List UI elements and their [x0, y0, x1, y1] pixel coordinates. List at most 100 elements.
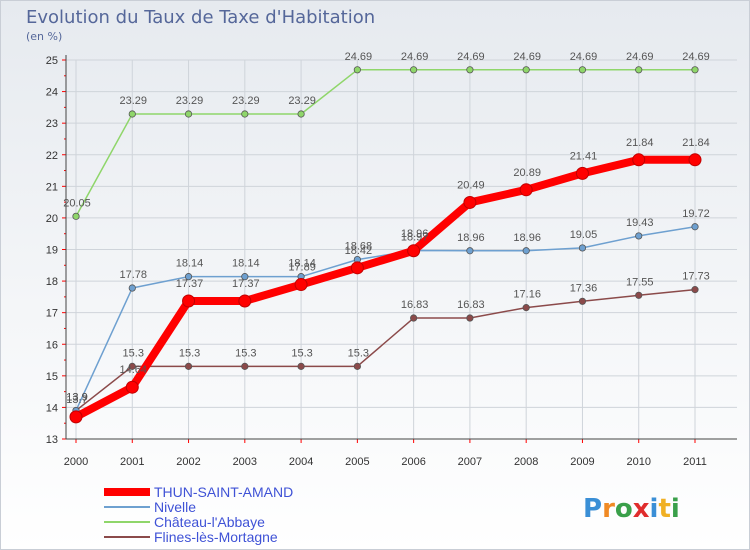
data-label: 19.43 — [626, 217, 654, 229]
y-tick-label: 16 — [46, 339, 58, 351]
y-tick-label: 24 — [46, 87, 58, 99]
y-tick-label: 17 — [46, 308, 58, 320]
data-label: 18.96 — [457, 232, 485, 244]
x-tick-label: 2001 — [120, 456, 144, 468]
data-point — [128, 110, 136, 118]
data-label: 15.3 — [235, 347, 256, 359]
data-point — [635, 291, 643, 299]
data-point — [353, 66, 361, 74]
y-tick-label: 14 — [46, 402, 58, 414]
data-label: 17.73 — [682, 271, 710, 283]
data-point — [184, 362, 193, 370]
data-label: 18.14 — [288, 258, 316, 270]
data-point — [466, 247, 474, 255]
data-label: 18.96 — [401, 228, 429, 240]
data-point — [297, 110, 305, 118]
data-point — [578, 244, 587, 252]
data-point — [184, 110, 193, 118]
data-label: 15.3 — [123, 347, 144, 359]
data-label: 18.96 — [513, 232, 541, 244]
data-label: 24.69 — [513, 51, 541, 63]
data-point — [519, 183, 533, 197]
data-label: 16.83 — [457, 299, 485, 311]
y-tick-label: 21 — [46, 181, 58, 193]
y-tick-label: 23 — [46, 118, 58, 130]
x-tick-label: 2010 — [626, 456, 650, 468]
series-thun-saint-amand — [69, 153, 702, 424]
legend-item: Nivelle — [104, 499, 196, 515]
x-tick-label: 2007 — [458, 456, 482, 468]
data-point — [184, 273, 193, 281]
legend-label: Nivelle — [154, 499, 196, 515]
data-point — [463, 195, 477, 209]
data-label: 24.69 — [682, 51, 710, 63]
legend-label: Flines-lès-Mortagne — [154, 529, 278, 545]
data-label: 24.69 — [570, 51, 598, 63]
data-label: 17.89 — [288, 262, 316, 274]
data-label: 15.3 — [291, 347, 312, 359]
data-label: 14.64 — [120, 364, 148, 376]
legend: THUN-SAINT-AMANDNivelleChâteau-l'AbbayeF… — [104, 484, 293, 545]
data-label: 20.05 — [63, 197, 91, 209]
y-tick-label: 13 — [46, 434, 58, 446]
data-point — [522, 304, 530, 312]
data-label: 18.42 — [345, 245, 373, 257]
data-label: 17.16 — [513, 289, 541, 301]
data-point — [691, 223, 699, 231]
series-line — [75, 69, 696, 218]
data-point — [350, 261, 364, 275]
data-label: 18.68 — [345, 241, 373, 253]
proxiti-logo: Proxiti — [583, 494, 680, 524]
data-point — [238, 294, 252, 308]
data-label: 15.3 — [179, 347, 200, 359]
data-label: 13.9 — [66, 392, 87, 404]
data-point — [688, 153, 702, 167]
data-point — [241, 273, 249, 281]
data-label: 18.14 — [232, 258, 260, 270]
data-labels: 13.7 14.64 17.37 17.37 17.89 18.42 18.96 20.49 2… — [63, 51, 710, 406]
data-label: 19.05 — [570, 229, 598, 241]
y-tick-label: 25 — [46, 55, 58, 67]
data-point — [632, 153, 646, 167]
axes: 13 14 15 16 17 18 19 20 21 22 23 24 25 2000 2001 2002 20… — [46, 55, 737, 468]
data-label: 24.69 — [457, 51, 485, 63]
data-label: 20.89 — [513, 167, 541, 179]
svg-text:Proxiti: Proxiti — [583, 494, 680, 524]
data-point — [522, 247, 530, 255]
data-point — [128, 362, 136, 370]
x-tick-label: 2009 — [570, 456, 594, 468]
data-label: 24.69 — [345, 51, 373, 63]
legend-item: THUN-SAINT-AMAND — [104, 484, 293, 500]
data-point — [353, 362, 361, 370]
data-label: 21.41 — [570, 150, 598, 162]
data-point — [182, 294, 196, 308]
legend-label: Château-l'Abbaye — [154, 514, 265, 530]
data-point — [635, 66, 643, 74]
data-point — [128, 284, 136, 292]
data-point — [72, 212, 80, 220]
x-tick-label: 2003 — [233, 456, 257, 468]
data-label: 24.69 — [626, 51, 654, 63]
series-ch-teau-l-abbaye — [72, 66, 699, 220]
data-label: 23.29 — [120, 95, 148, 107]
data-point — [466, 314, 474, 322]
data-label: 24.69 — [401, 51, 429, 63]
data-label: 15.3 — [348, 347, 369, 359]
data-point — [297, 362, 305, 370]
legend-label: THUN-SAINT-AMAND — [154, 484, 293, 500]
data-point — [522, 66, 530, 74]
series-line — [75, 226, 696, 412]
legend-item: Château-l'Abbaye — [104, 514, 265, 530]
data-label: 17.37 — [232, 278, 260, 290]
data-label: 20.49 — [457, 179, 485, 191]
legend-item: Flines-lès-Mortagne — [104, 529, 278, 545]
x-tick-label: 2006 — [401, 456, 425, 468]
data-point — [578, 66, 587, 74]
data-point — [294, 278, 308, 292]
data-point — [575, 166, 589, 180]
data-point — [69, 410, 83, 424]
data-point — [241, 110, 249, 118]
data-label: 21.84 — [682, 137, 710, 149]
